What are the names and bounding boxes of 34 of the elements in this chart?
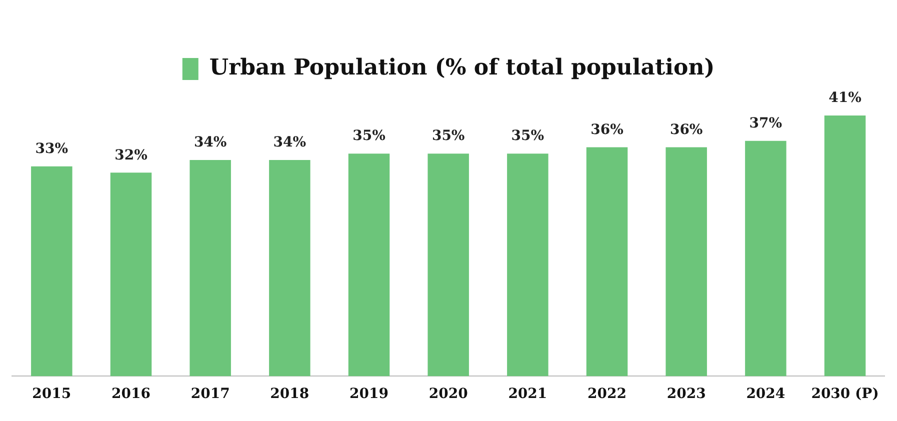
data-label: 35% xyxy=(432,128,465,144)
bar xyxy=(507,154,548,376)
bar xyxy=(190,160,231,376)
x-tick-label: 2020 xyxy=(428,386,468,402)
bar xyxy=(666,147,707,376)
bar xyxy=(348,154,390,376)
x-tick-label: 2015 xyxy=(32,386,72,402)
x-tick-label: 2019 xyxy=(350,386,388,402)
bar xyxy=(269,160,310,376)
x-tick-label: 2022 xyxy=(588,386,626,402)
bar xyxy=(31,166,72,376)
data-label: 35% xyxy=(511,128,544,144)
bar xyxy=(110,172,152,376)
x-tick-label: 2021 xyxy=(508,386,548,402)
x-tick-label: 2016 xyxy=(112,386,150,402)
x-tick-label: 2030 (P) xyxy=(811,386,879,402)
data-label: 35% xyxy=(352,128,386,144)
data-label: 36% xyxy=(670,122,703,138)
x-tick-label: 2017 xyxy=(190,386,230,402)
bar xyxy=(586,147,628,376)
data-label: 37% xyxy=(749,116,782,132)
bar xyxy=(745,140,786,376)
bar xyxy=(824,115,866,376)
data-label: 34% xyxy=(194,134,227,151)
x-tick-label: 2018 xyxy=(270,386,310,402)
data-label: 41% xyxy=(828,90,862,106)
x-tick-label: 2024 xyxy=(746,386,786,402)
x-tick-label: 2023 xyxy=(666,386,706,402)
data-label: 34% xyxy=(273,134,306,151)
data-label: 36% xyxy=(590,122,624,138)
data-label: 33% xyxy=(35,140,68,157)
legend-label: Urban Population (% of total population) xyxy=(209,54,715,81)
bar xyxy=(428,154,469,376)
data-label: 32% xyxy=(114,147,148,164)
